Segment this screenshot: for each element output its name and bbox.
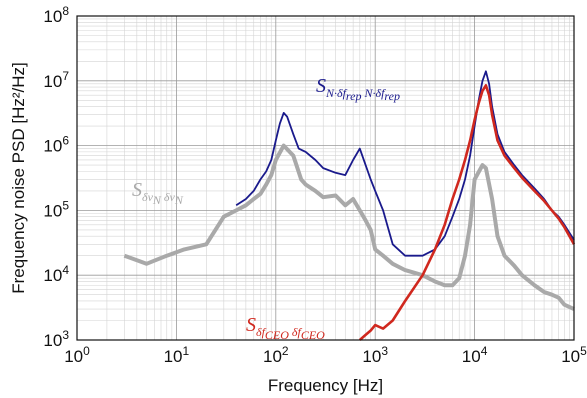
series-annotations: SδνN δνN SN·δfrep N·δfrep SδfCEO δfCEO [132,75,400,342]
series-line-3 [358,84,576,341]
y-tick-label: 103 [43,328,69,350]
x-axis-label: Frequency [Hz] [268,376,383,395]
x-tick-label: 103 [362,344,388,366]
annotation-red: SδfCEO δfCEO [246,314,325,342]
tick-labels: 100 101 102 103 104 105 103 104 105 106 107 108 [43,4,587,366]
x-tick-label: 100 [64,344,90,366]
y-tick-label: 105 [43,198,69,220]
y-tick-label: 108 [43,4,69,26]
grid-lines [76,15,575,341]
annotation-gray: SδνN δνN [132,179,184,207]
x-tick-label: 104 [462,344,488,366]
x-tick-label: 102 [263,344,289,366]
y-tick-label: 107 [43,69,69,91]
y-axis-label: Frequency noise PSD [Hz²/Hz] [9,62,28,293]
series-layer [123,70,576,341]
x-tick-label: 101 [164,344,190,366]
y-tick-label: 106 [43,134,69,156]
plot-frame [76,15,575,341]
annotation-blue: SN·δfrep N·δfrep [316,75,400,103]
series-line-2 [235,70,575,257]
series-line-1 [123,143,575,311]
y-tick-label: 104 [43,263,69,285]
x-tick-label: 105 [561,344,587,366]
